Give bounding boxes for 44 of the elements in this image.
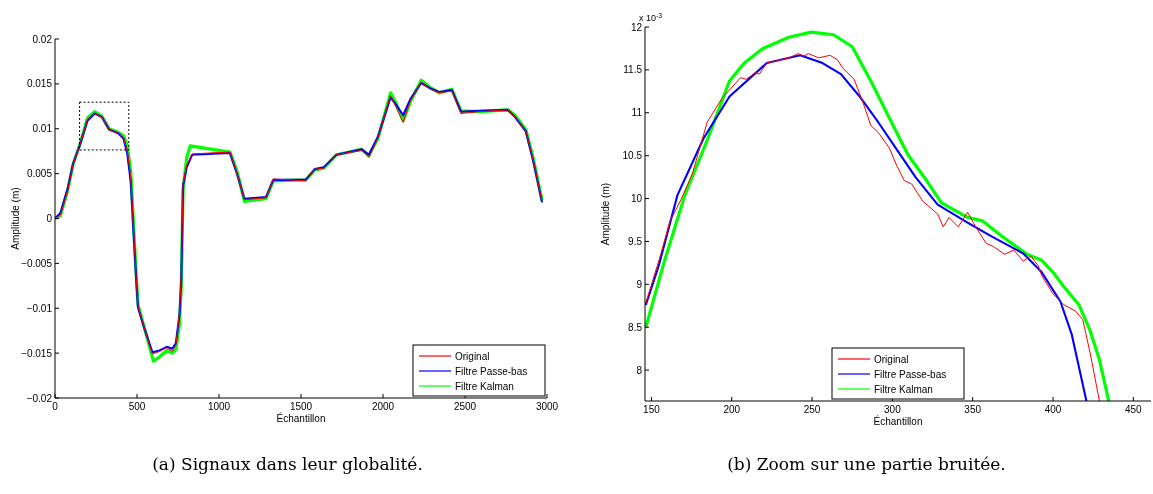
y-tick-label: −0.01 [26,302,53,314]
x-tick-label: 1000 [207,401,231,412]
y-tick-label: −0.005 [21,257,53,269]
legend-label: Filtre Passe-bas [455,366,528,377]
x-tick-label: 500 [128,401,146,412]
x-tick-label: 150 [643,404,661,415]
legend-label: Filtre Kalman [874,384,933,395]
y-tick-label: 0.015 [26,78,53,90]
y-tick-label: 0.005 [26,168,53,180]
x-tick-label: 3000 [535,401,559,412]
y-tick-label: 11.5 [623,64,643,76]
x-tick-label: 450 [1124,404,1143,415]
y-axis-title: Amplitude (m) [600,182,611,246]
x-tick-label: 2500 [453,401,477,412]
y-tick-label: 0 [46,213,53,224]
x-tick-label: 2000 [371,401,395,412]
y-tick-label: 11 [631,107,643,119]
x-tick-label: 250 [803,404,821,415]
text: (a) Signaux dans leur globalité. [152,454,423,474]
y-tick-label: 0.01 [32,123,53,135]
legend-label: Original [455,351,490,362]
y-tick-label: −0.02 [26,392,53,404]
y-tick-label: 12 [630,21,643,33]
y-tick-label: 10 [630,193,643,205]
text: (b) Zoom sur une partie bruitée. [727,454,1006,474]
y-tick-label: 9 [636,278,643,290]
legend-label: Original [874,354,909,365]
y-tick-label: 8.5 [628,321,643,333]
y-tick-label: 0.02 [32,33,53,45]
legend-label: Filtre Kalman [455,381,514,392]
x-axis-title: Échantillon [276,412,326,424]
x-tick-label: 300 [884,404,902,415]
y-tick-label: 10.5 [622,150,643,162]
x-tick-label: 350 [964,404,982,415]
y-tick-label: 8 [636,364,643,376]
x-tick-label: 1500 [289,401,313,412]
y-tick-label: 9.5 [628,235,643,247]
text: x 10$^{-3}$ [639,11,663,23]
y-axis-title: Amplitude (m) [10,187,21,250]
y-tick-label: −0.015 [21,347,53,359]
x-tick-label: 200 [723,404,741,415]
legend-label: Filtre Passe-bas [874,369,947,380]
x-tick-label: 400 [1044,404,1062,415]
x-axis-title: Échantillon [873,415,923,427]
